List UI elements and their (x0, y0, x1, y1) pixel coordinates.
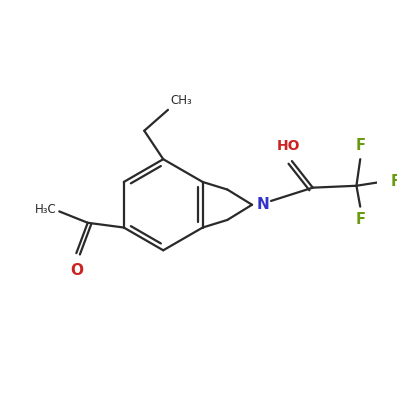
Text: F: F (355, 212, 365, 227)
Text: HO: HO (276, 140, 300, 154)
Text: F: F (391, 174, 397, 188)
Text: H₃C: H₃C (35, 203, 56, 216)
Text: O: O (70, 263, 83, 278)
Text: N: N (257, 197, 270, 212)
Text: F: F (355, 138, 365, 154)
Text: CH₃: CH₃ (170, 94, 192, 107)
